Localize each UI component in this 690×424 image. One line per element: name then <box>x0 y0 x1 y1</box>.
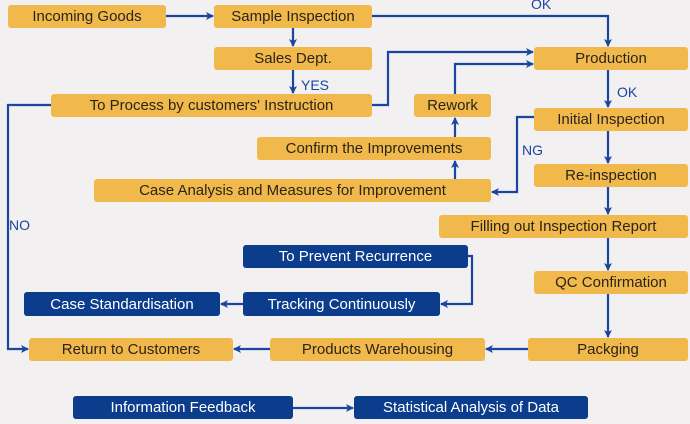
node-re-inspection: Re-inspection <box>534 164 688 187</box>
node-qc-confirmation: QC Confirmation <box>534 271 688 294</box>
node-packging: Packging <box>528 338 688 361</box>
arrow-process-to-production <box>372 48 534 107</box>
node-prevent-recurrence: To Prevent Recurrence <box>243 245 468 268</box>
node-confirm-improvements: Confirm the Improvements <box>257 137 491 160</box>
label-ok-top: OK <box>531 0 552 12</box>
node-case-analysis: Case Analysis and Measures for Improveme… <box>94 179 491 202</box>
node-initial-inspection: Initial Inspection <box>534 108 688 131</box>
label-ok-production: OK <box>617 84 638 100</box>
arrow-prevent-to-tracking <box>440 254 474 308</box>
node-to-process: To Process by customers' Instruction <box>51 94 372 117</box>
node-return-customers: Return to Customers <box>29 338 233 361</box>
arrow-rework-to-production <box>453 60 534 94</box>
label-ng: NG <box>522 142 543 158</box>
node-production: Production <box>534 47 688 70</box>
label-yes: YES <box>301 77 330 93</box>
node-filling-report: Filling out Inspection Report <box>439 215 688 238</box>
node-case-standardisation: Case Standardisation <box>24 292 220 316</box>
node-incoming-goods: Incoming Goods <box>8 5 166 28</box>
node-sales-dept: Sales Dept. <box>214 47 372 70</box>
node-rework: Rework <box>414 94 491 117</box>
arrow-initial-to-case <box>491 115 534 196</box>
node-tracking: Tracking Continuously <box>243 292 440 316</box>
arrow-sample-to-production <box>372 14 612 47</box>
label-no: NO <box>9 217 30 233</box>
node-warehousing: Products Warehousing <box>270 338 485 361</box>
arrow-process-to-return <box>6 103 51 353</box>
node-statistical-analysis: Statistical Analysis of Data <box>354 396 588 419</box>
node-sample-inspection: Sample Inspection <box>214 5 372 28</box>
node-info-feedback: Information Feedback <box>73 396 293 419</box>
